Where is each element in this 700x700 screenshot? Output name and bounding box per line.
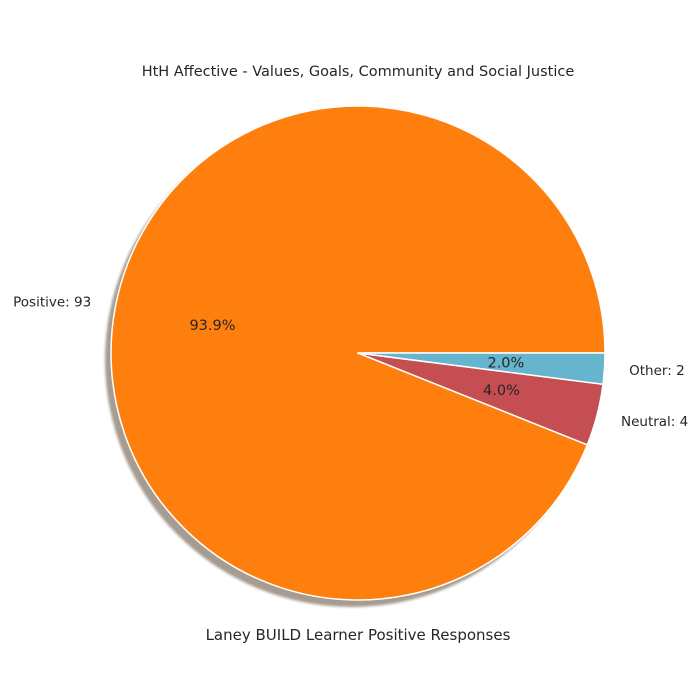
slice-label-1: Positive: 93: [13, 295, 91, 311]
pie-slice-3: [357, 352, 606, 386]
slice-label-2: Neutral: 4: [621, 414, 688, 430]
percent-labels: 93.9% 4.0% 2.0%: [189, 318, 524, 399]
slice-labels: Positive: 93 Neutral: 4 Other: 2: [13, 295, 688, 431]
x-axis-label: Laney BUILD Learner Positive Responses: [206, 626, 511, 644]
slice-label-3: Other: 2: [629, 363, 685, 379]
percent-label-3: 2.0%: [487, 355, 524, 371]
percent-label-1: 93.9%: [189, 318, 235, 334]
percent-label-2: 4.0%: [483, 383, 520, 399]
chart-title: HtH Affective - Values, Goals, Community…: [142, 64, 575, 80]
pie-slices: [110, 105, 606, 601]
